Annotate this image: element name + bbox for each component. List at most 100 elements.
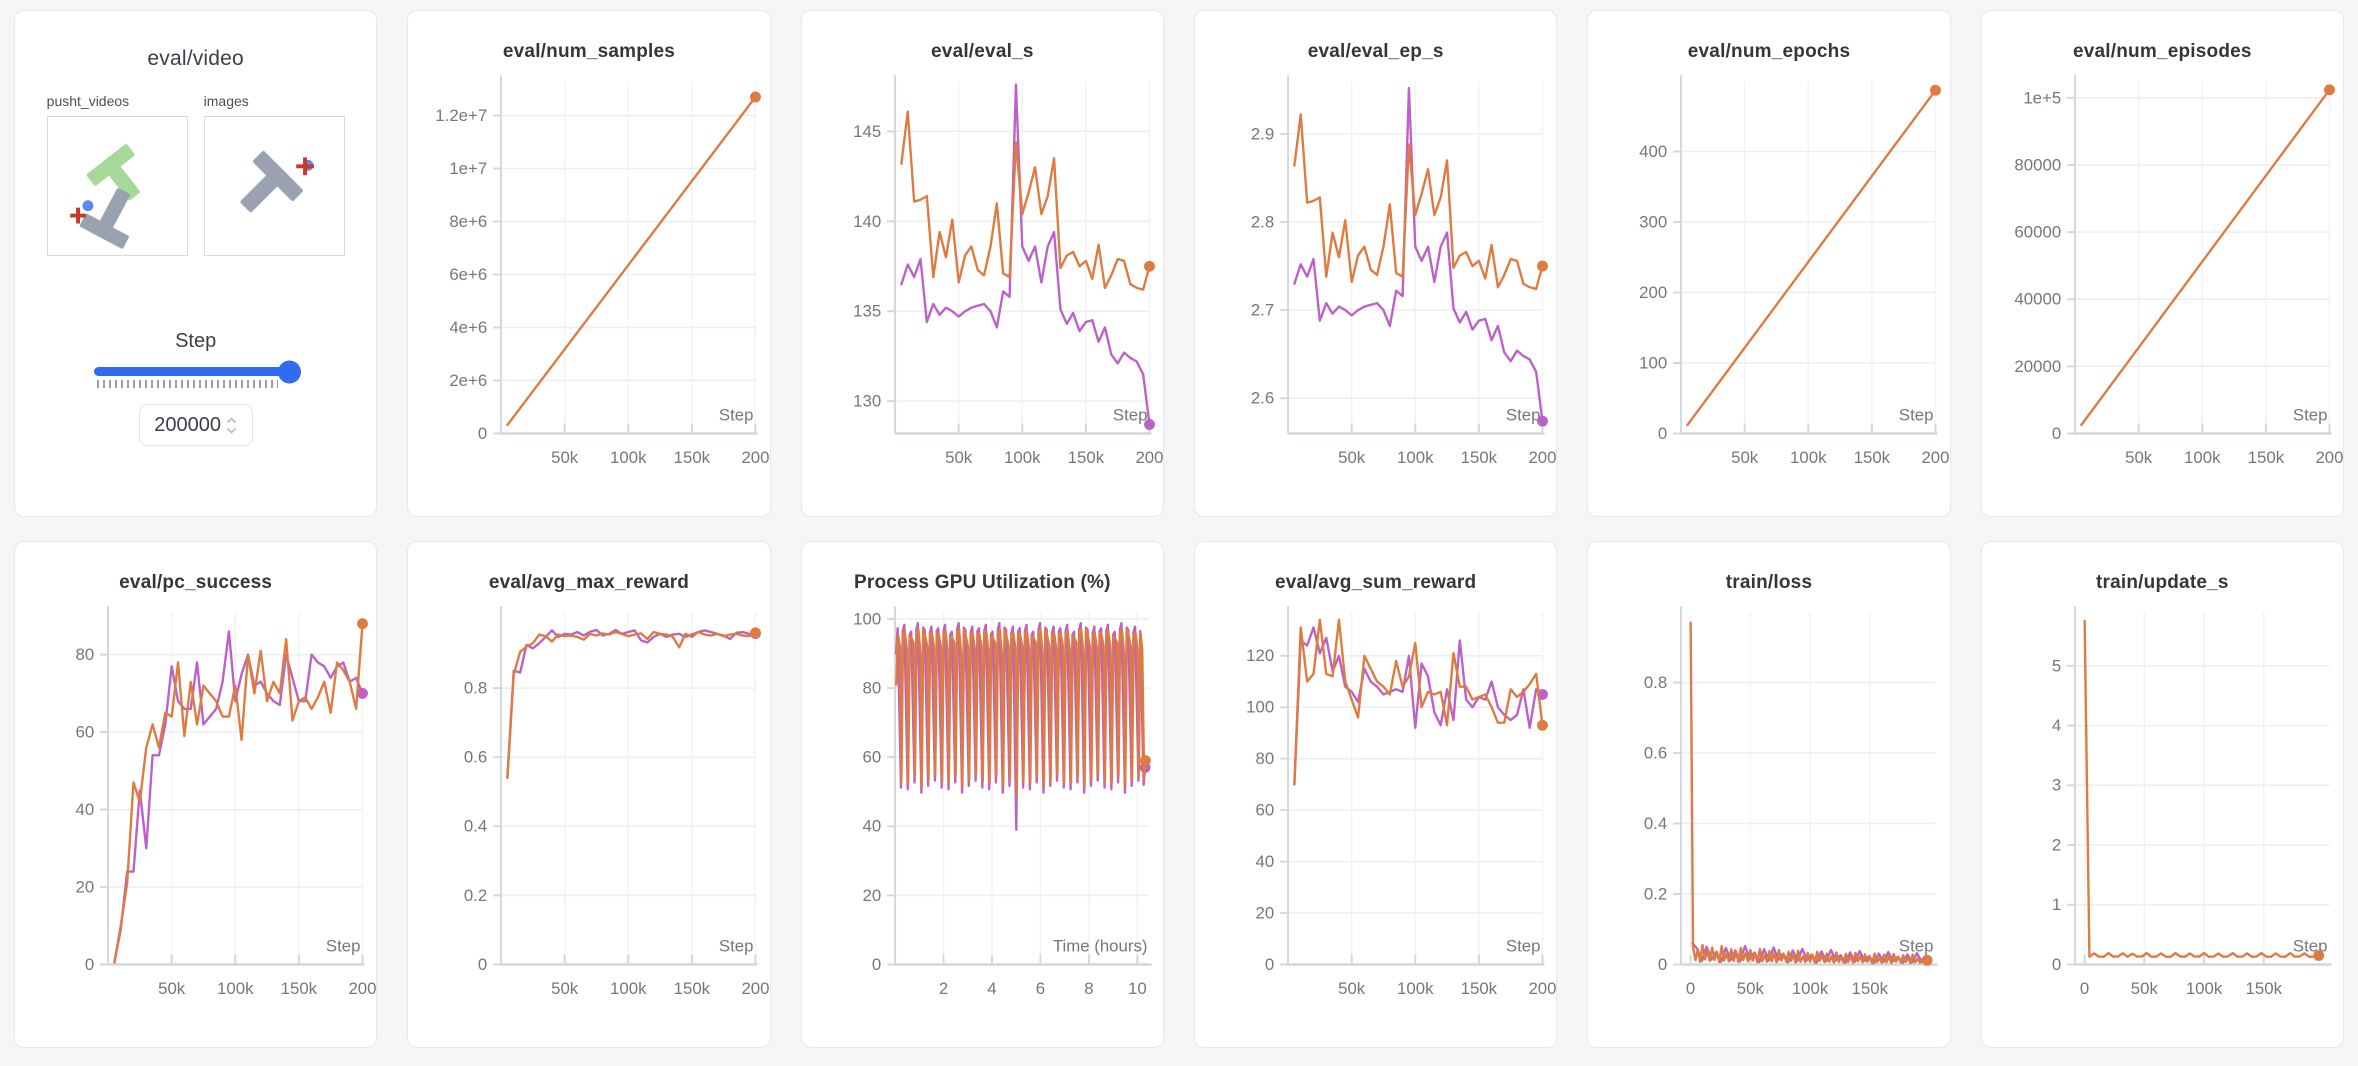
series-end-dot-purple xyxy=(1143,419,1155,430)
svg-text:20: 20 xyxy=(1255,903,1274,922)
chart-canvas[interactable]: 50k 100k 150k 200 0 20000 40000 60000 80000 1e+5 S… xyxy=(1982,65,2343,505)
svg-text:0: 0 xyxy=(1658,955,1667,974)
step-input-value[interactable]: 200000 xyxy=(154,413,222,436)
svg-text:0.4: 0.4 xyxy=(464,817,487,836)
tick-labels: 0 50k 100k 150k 0 1 2 3 4 5 xyxy=(2051,656,2282,998)
series-line-orange xyxy=(2083,619,2320,958)
svg-text:50k: 50k xyxy=(551,448,579,467)
chart-canvas[interactable]: 50k 100k 150k 200 2.6 2.7 2.8 2.9 Step xyxy=(1195,65,1556,505)
svg-text:0.6: 0.6 xyxy=(1644,743,1667,762)
tick-labels: 50k 100k 150k 200 0 20 40 60 80 xyxy=(75,645,376,998)
slider-track[interactable] xyxy=(93,360,301,383)
series-end-dot-purple xyxy=(357,687,368,699)
svg-text:0: 0 xyxy=(2051,424,2060,443)
svg-text:0: 0 xyxy=(871,955,880,974)
tick-labels: 50k 100k 150k 200 130 135 140 145 xyxy=(853,122,1163,467)
goal-cross xyxy=(295,157,314,176)
series-line-orange xyxy=(894,628,1147,797)
series-line-orange xyxy=(1686,89,1937,427)
series-line-purple xyxy=(113,630,364,964)
svg-text:145: 145 xyxy=(853,122,881,141)
chart-title: eval/eval_s xyxy=(931,41,1034,62)
svg-text:0.4: 0.4 xyxy=(1644,814,1667,833)
svg-text:4e+6: 4e+6 xyxy=(450,318,488,337)
svg-text:6: 6 xyxy=(1035,979,1044,998)
chart-title: eval/eval_ep_s xyxy=(1307,41,1444,62)
chart-title: Process GPU Utilization (%) xyxy=(853,572,1111,593)
svg-text:50k: 50k xyxy=(158,979,186,998)
series-end-dot-orange xyxy=(750,627,762,639)
svg-text:0.6: 0.6 xyxy=(464,748,487,767)
gridlines xyxy=(894,81,1150,434)
svg-text:150k: 150k xyxy=(2245,979,2282,998)
svg-text:40: 40 xyxy=(862,817,881,836)
gridlines xyxy=(1681,612,1936,965)
svg-text:300: 300 xyxy=(1639,212,1667,231)
svg-text:8e+6: 8e+6 xyxy=(450,212,488,231)
pusht-video-thumbnail[interactable] xyxy=(46,116,188,256)
svg-text:100: 100 xyxy=(1639,353,1667,372)
pusht-env-render-icon xyxy=(69,144,140,249)
gridlines xyxy=(2074,612,2330,965)
chart-canvas[interactable]: 50k 100k 150k 200 0 0.2 0.4 0.6 0.8 Step xyxy=(408,596,770,1036)
svg-text:80: 80 xyxy=(75,645,94,664)
svg-text:2.7: 2.7 xyxy=(1251,301,1274,320)
x-axis-label: Step xyxy=(326,937,361,956)
chart-canvas[interactable]: 50k 100k 150k 200 130 135 140 145 Step xyxy=(802,65,1163,505)
svg-text:100k: 100k xyxy=(1790,448,1827,467)
svg-text:50k: 50k xyxy=(551,979,579,998)
chart-canvas[interactable]: 50k 100k 150k 200 0 20 40 60 80 Step xyxy=(15,596,376,1036)
tick-labels: 50k 100k 150k 200 0 20000 40000 60000 80000 1e+5 xyxy=(2014,88,2343,467)
chart-canvas[interactable]: 50k 100k 150k 200 0 2e+6 4e+6 6e+6 8e+6 1e+7 1.2e+… xyxy=(408,65,770,505)
svg-text:5: 5 xyxy=(2051,656,2060,675)
svg-text:50k: 50k xyxy=(2125,448,2153,467)
svg-text:100k: 100k xyxy=(1004,448,1041,467)
svg-text:100k: 100k xyxy=(2185,979,2222,998)
series-end-dot-orange xyxy=(750,91,762,103)
svg-text:40: 40 xyxy=(1255,852,1274,871)
slider-thumb[interactable] xyxy=(277,360,301,383)
svg-text:50k: 50k xyxy=(2130,979,2158,998)
chart-canvas[interactable]: 50k 100k 150k 200 0 100 200 300 400 Step xyxy=(1588,65,1950,505)
svg-text:0.2: 0.2 xyxy=(464,886,487,905)
svg-text:130: 130 xyxy=(853,392,881,411)
images-thumbnail[interactable] xyxy=(203,116,345,256)
gridlines xyxy=(108,612,364,965)
svg-text:140: 140 xyxy=(853,212,881,231)
block-t-shape xyxy=(79,188,130,249)
axes xyxy=(886,75,1152,435)
agent-dot xyxy=(82,200,94,212)
svg-text:200: 200 xyxy=(1135,448,1163,467)
series-end-dot-orange xyxy=(1537,719,1548,731)
panel-eval-num-epochs: eval/num_epochs 50k 100k 150k 200 0 100 200 300… xyxy=(1587,10,1951,517)
svg-text:2e+6: 2e+6 xyxy=(450,371,488,390)
chevron-down-icon[interactable] xyxy=(226,427,237,434)
number-spinner[interactable] xyxy=(226,416,237,434)
series-end-dot-orange xyxy=(1930,84,1942,96)
series-line-purple xyxy=(899,83,1151,426)
svg-text:200: 200 xyxy=(742,448,770,467)
svg-text:100: 100 xyxy=(853,609,881,628)
images-block: images xyxy=(203,93,345,256)
gridlines xyxy=(501,612,757,965)
step-input[interactable]: 200000 xyxy=(138,404,253,446)
svg-text:1.2e+7: 1.2e+7 xyxy=(436,106,488,125)
svg-text:50k: 50k xyxy=(945,448,973,467)
chart-canvas[interactable]: 50k 100k 150k 200 0 20 40 60 80 100 120 Step xyxy=(1195,596,1556,1036)
panel-title: eval/video xyxy=(147,47,244,70)
svg-text:4: 4 xyxy=(987,979,996,998)
svg-text:20: 20 xyxy=(862,886,881,905)
chart-canvas[interactable]: 0 50k 100k 150k 0 0.2 0.4 0.6 0.8 Step xyxy=(1588,596,1949,1036)
panel-eval-eval-s: eval/eval_s 50k 100k 150k 200 130 135 140 145 St… xyxy=(800,10,1164,517)
chevron-up-icon[interactable] xyxy=(226,416,237,424)
svg-text:0: 0 xyxy=(1686,979,1695,998)
chart-title: eval/num_episodes xyxy=(2072,41,2252,62)
panel-eval-num-episodes: eval/num_episodes 50k 100k 150k 200 0 20000 40… xyxy=(1980,10,2344,517)
step-slider[interactable] xyxy=(93,360,301,388)
svg-text:100k: 100k xyxy=(1397,448,1434,467)
svg-text:150k: 150k xyxy=(281,979,318,998)
axes xyxy=(1280,75,1545,435)
